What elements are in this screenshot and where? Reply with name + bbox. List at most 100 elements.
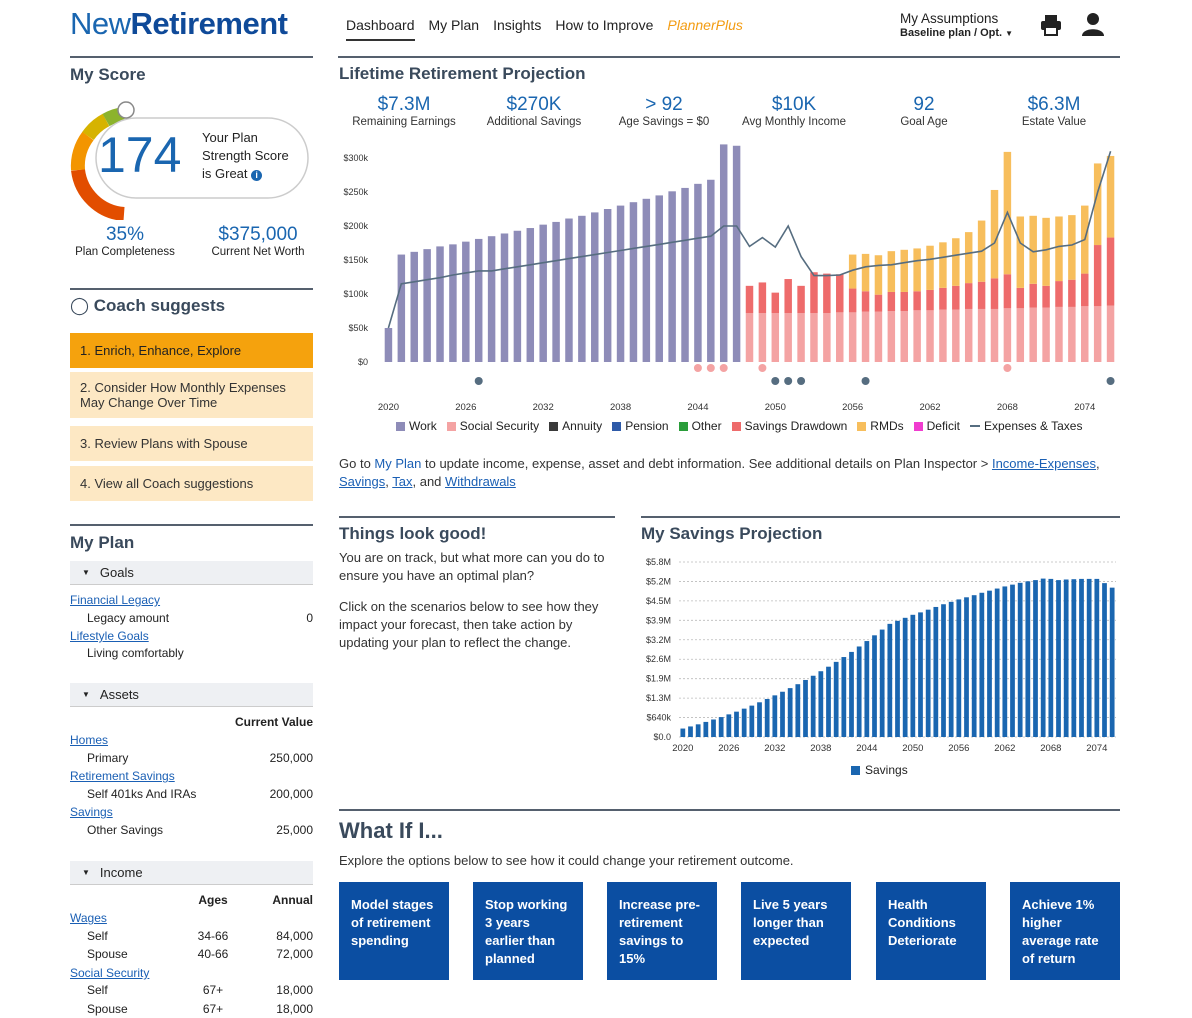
financial-legacy-row: Financial Legacy [70, 591, 313, 609]
legend-line [969, 425, 980, 427]
whatif-card-stages[interactable]: Model stages of retirement spending [339, 882, 449, 980]
income-header[interactable]: ▼ Income [70, 861, 313, 885]
wages-link[interactable]: Wages [70, 911, 107, 925]
savings-bar [726, 714, 732, 737]
whatif-card-health[interactable]: Health Conditions Deteriorate [876, 882, 986, 980]
user-icon[interactable] [1082, 13, 1104, 36]
bar-segment [1055, 306, 1063, 362]
stat-label: Age Savings = $0 [618, 116, 710, 128]
goals-header[interactable]: ▼ Goals [70, 561, 313, 585]
retirement-savings-link[interactable]: Retirement Savings [70, 769, 175, 783]
legend-item-pension[interactable]: Pension [612, 419, 669, 433]
savings-link[interactable]: Savings [339, 474, 386, 489]
legend-item-other[interactable]: Other [678, 419, 722, 433]
bar-segment [1106, 237, 1115, 306]
y-tick-label: $3.2M [646, 635, 671, 645]
legend-item-expenses-taxes[interactable]: Expenses & Taxes [969, 419, 1082, 433]
whatif-card-stop-working[interactable]: Stop working 3 years earlier than planne… [473, 882, 583, 980]
stat-remaining-earnings: $7.3M Remaining Earnings [339, 94, 469, 128]
wages-self-row: Self 34-66 84,000 [70, 927, 313, 945]
x-tick-label: 2062 [919, 402, 940, 413]
stat-value: $10K [771, 94, 817, 115]
logo[interactable]: NewRetirement [70, 6, 288, 42]
stat-estate-value: $6.3M Estate Value [989, 94, 1119, 128]
wages-spouse-ages: 40-66 [197, 947, 229, 961]
savings-bar [1002, 586, 1008, 737]
note-text: to update income, expense, asset and deb… [421, 456, 992, 471]
event-marker [861, 377, 870, 385]
coach-item-2[interactable]: 2. Consider How Monthly Expenses May Cha… [70, 372, 313, 418]
savings-bar [971, 595, 977, 737]
bar-segment [642, 198, 651, 362]
savings-link[interactable]: Savings [70, 805, 113, 819]
whatif-card-increase-savings[interactable]: Increase pre-retirement savings to 15% [607, 882, 717, 980]
legend-item-annuity[interactable]: Annuity [549, 419, 602, 433]
tax-link[interactable]: Tax [392, 474, 413, 489]
note-text: Go to [339, 456, 375, 471]
coach-item-1[interactable]: 1. Enrich, Enhance, Explore [70, 333, 313, 368]
event-marker [474, 377, 483, 385]
bar-segment [952, 238, 960, 286]
income-expenses-link[interactable]: Income-Expenses [991, 456, 1097, 471]
event-marker [758, 364, 767, 372]
nav-my-plan[interactable]: My Plan [428, 17, 480, 33]
wages-spouse-row: Spouse 40-66 72,000 [70, 945, 313, 963]
savings-bar [956, 599, 962, 737]
social-security-link[interactable]: Social Security [70, 966, 150, 980]
bar-segment [384, 328, 393, 362]
bar-segment [436, 246, 444, 362]
homes-row: Homes [70, 731, 313, 749]
assumptions-dropdown[interactable]: My Assumptions Baseline plan / Opt. ▼ [900, 11, 1013, 41]
bar-segment [823, 313, 831, 362]
legend-item-rmds[interactable]: RMDs [857, 419, 904, 433]
nav-dashboard[interactable]: Dashboard [346, 17, 415, 41]
expenses-line [387, 150, 1112, 329]
savings-bar [787, 688, 793, 737]
bar-segment [900, 311, 908, 362]
bar-segment [836, 312, 844, 362]
legend-item-social-security[interactable]: Social Security [446, 419, 539, 433]
coach-item-4[interactable]: 4. View all Coach suggestions [70, 466, 313, 501]
my-plan-link[interactable]: My Plan [374, 456, 422, 471]
savings-bar [941, 604, 946, 737]
info-icon[interactable]: i [251, 170, 263, 181]
assets-header[interactable]: ▼ Assets [70, 683, 313, 707]
legend-item-deficit[interactable]: Deficit [913, 419, 960, 433]
bar-segment [771, 313, 780, 362]
bar-segment [939, 287, 947, 310]
legend-item-work[interactable]: Work [396, 419, 437, 433]
event-marker [693, 364, 702, 372]
bar-segment [1016, 308, 1025, 362]
coach-item-3[interactable]: 3. Review Plans with Spouse [70, 426, 313, 461]
income-col-header: Ages Annual [70, 891, 313, 909]
x-tick-label: 2074 [1074, 402, 1095, 413]
legend-swatch [678, 421, 688, 431]
x-tick-label: 2020 [672, 743, 693, 754]
bar-segment [848, 254, 857, 289]
withdrawals-link[interactable]: Withdrawals [445, 474, 516, 489]
nav-planner-plus[interactable]: PlannerPlus [667, 17, 743, 33]
lifestyle-goals-row: Lifestyle Goals [70, 627, 313, 645]
savings-bar [688, 726, 693, 737]
nav-insights[interactable]: Insights [493, 17, 542, 33]
other-savings-label: Other Savings [87, 823, 164, 837]
bar-segment [578, 215, 586, 362]
stat-value: > 92 [645, 94, 683, 115]
ages-header: Ages [198, 893, 228, 907]
financial-legacy-link[interactable]: Financial Legacy [70, 593, 161, 607]
whatif-card-higher-return[interactable]: Achieve 1% higher average rate of return [1010, 882, 1120, 980]
printer-icon[interactable] [1040, 14, 1062, 36]
coach-title-text: Coach suggests [93, 296, 226, 315]
nav-how-to-improve[interactable]: How to Improve [555, 17, 654, 33]
bar-segment [707, 179, 715, 362]
stat-value: $7.3M [377, 94, 431, 115]
lifestyle-goals-link[interactable]: Lifestyle Goals [70, 629, 149, 643]
legend-item-savings-drawdown[interactable]: Savings Drawdown [731, 419, 847, 433]
bar-segment [1106, 155, 1115, 238]
homes-link[interactable]: Homes [70, 733, 109, 747]
logo-text-retirement: Retirement [130, 6, 288, 41]
whatif-card-live-longer[interactable]: Live 5 years longer than expected [741, 882, 851, 980]
x-tick-label: 2032 [764, 743, 785, 754]
bar-segment [1016, 287, 1025, 309]
y-tick-label: $0.0 [653, 732, 671, 742]
